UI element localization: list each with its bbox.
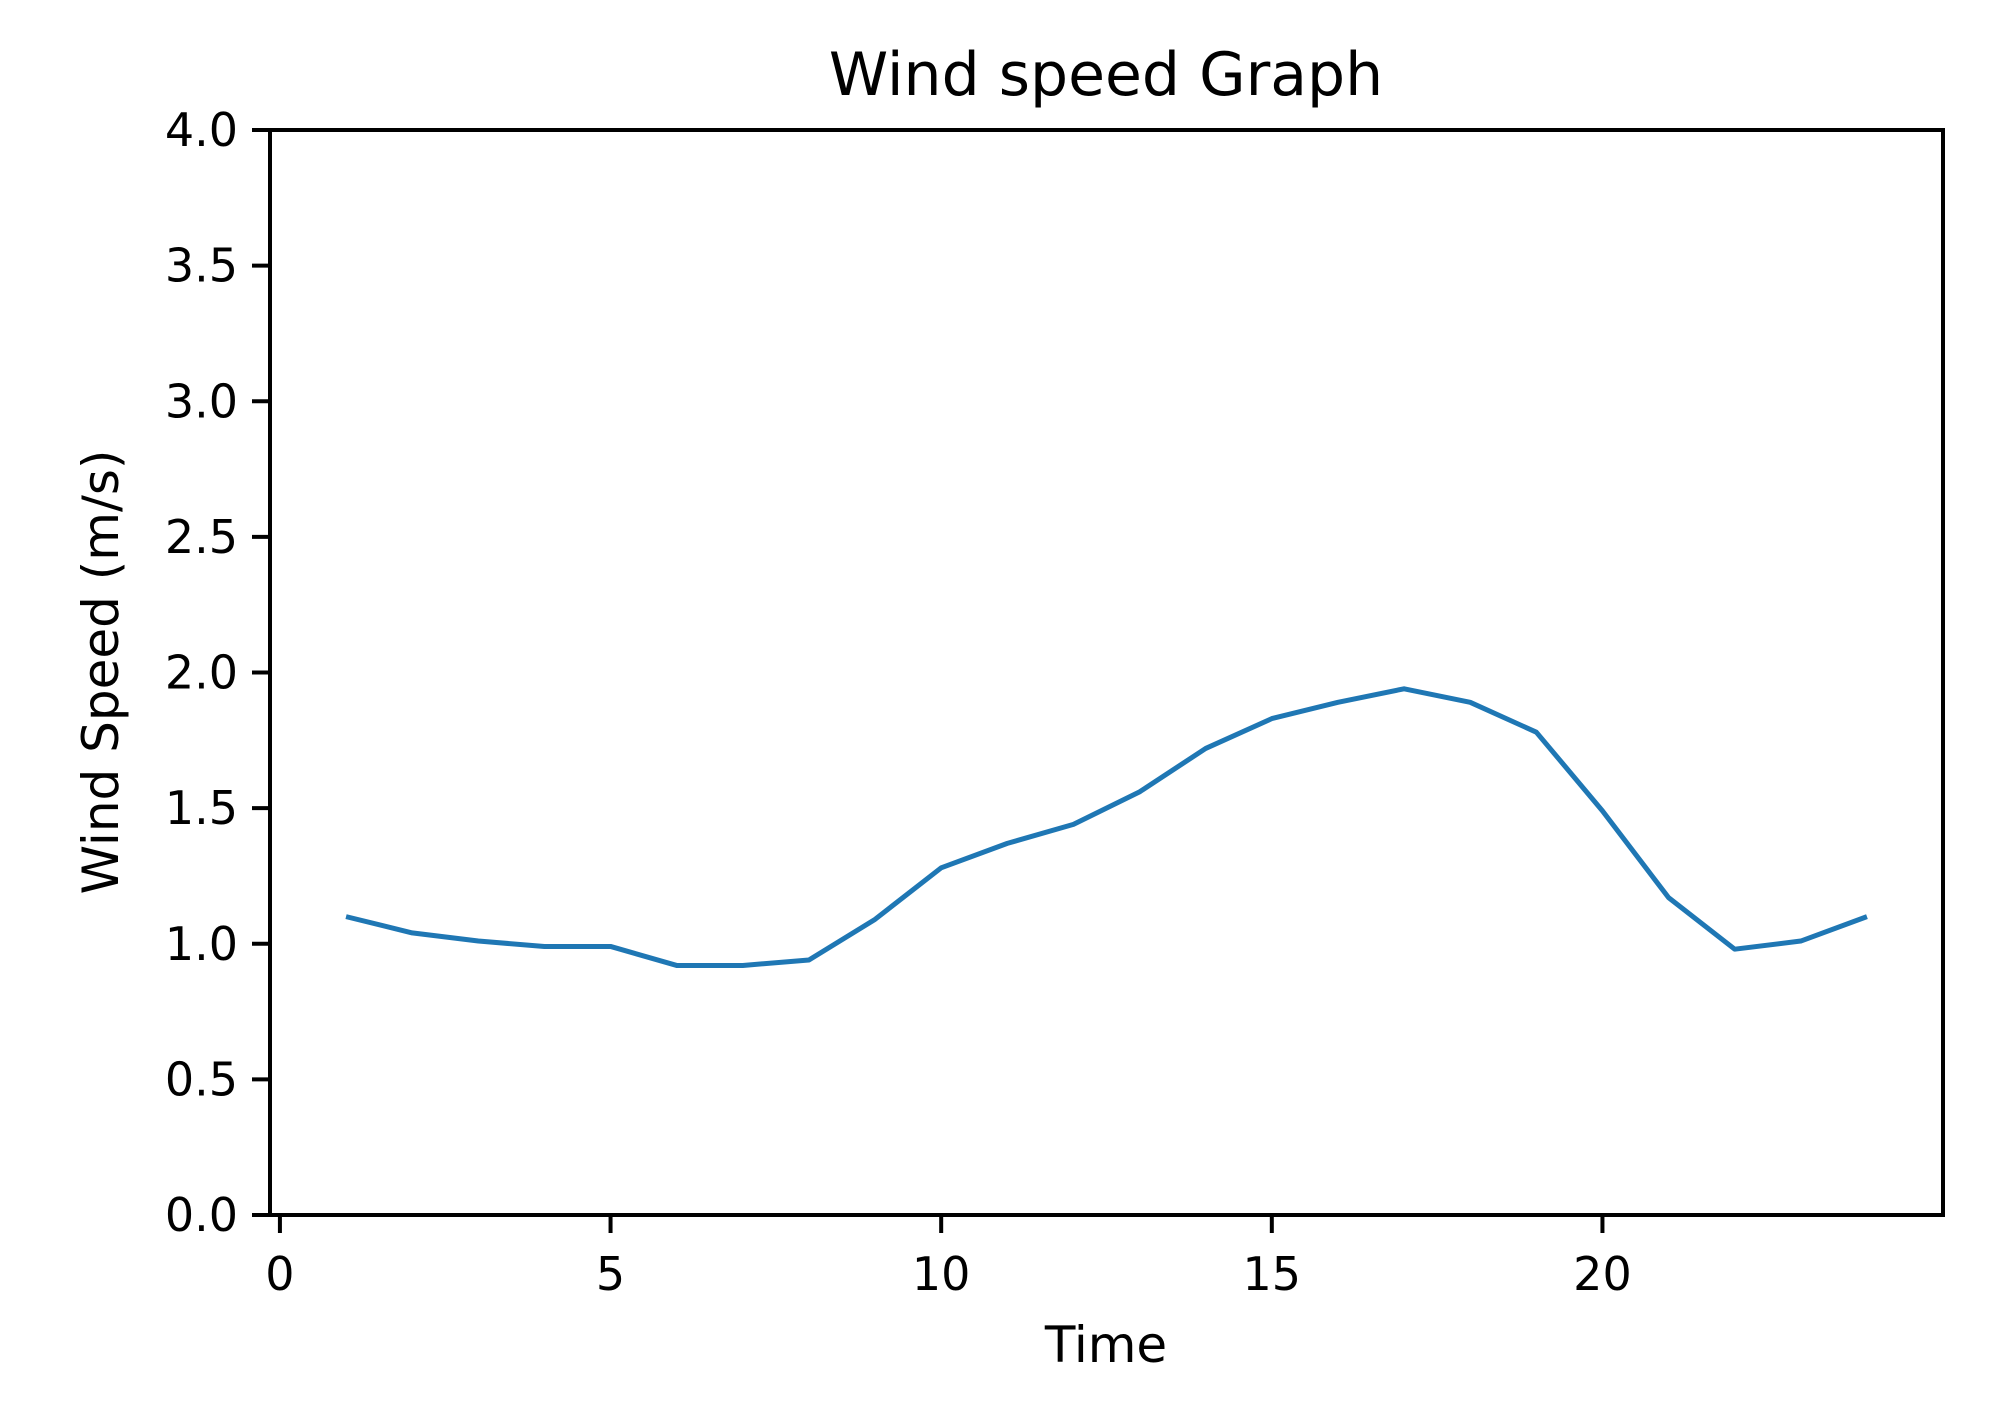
y-tick-label: 3.0	[165, 374, 238, 428]
y-tick-label: 3.5	[165, 239, 238, 293]
x-tick-label: 5	[596, 1247, 625, 1301]
y-tick-label: 1.5	[165, 781, 238, 835]
chart-title: Wind speed Graph	[829, 40, 1383, 110]
y-tick-label: 0.0	[165, 1188, 238, 1242]
x-axis-label: Time	[1044, 1316, 1167, 1374]
x-tick-label: 0	[265, 1247, 294, 1301]
x-tick-label: 20	[1573, 1247, 1632, 1301]
y-tick-label: 1.0	[165, 917, 238, 971]
plot-frame	[268, 128, 1945, 1217]
y-tick-label: 0.5	[165, 1052, 238, 1106]
plot-area-border	[268, 128, 1945, 1217]
x-tick-label: 15	[1243, 1247, 1302, 1301]
axis-ticks: 0 5 10 15 20 0.0 0.5 1.0 1.5 2.0 2.5 3.0 3.5 4.0	[165, 103, 1632, 1301]
y-tick-label: 2.5	[165, 510, 238, 564]
wind-speed-line	[345, 686, 1868, 968]
y-tick-label: 2.0	[165, 646, 238, 700]
y-tick-label: 4.0	[165, 103, 238, 157]
x-tick-label: 10	[912, 1247, 971, 1301]
y-axis-label: Wind Speed (m/s)	[72, 450, 130, 895]
data-series	[345, 686, 1868, 968]
